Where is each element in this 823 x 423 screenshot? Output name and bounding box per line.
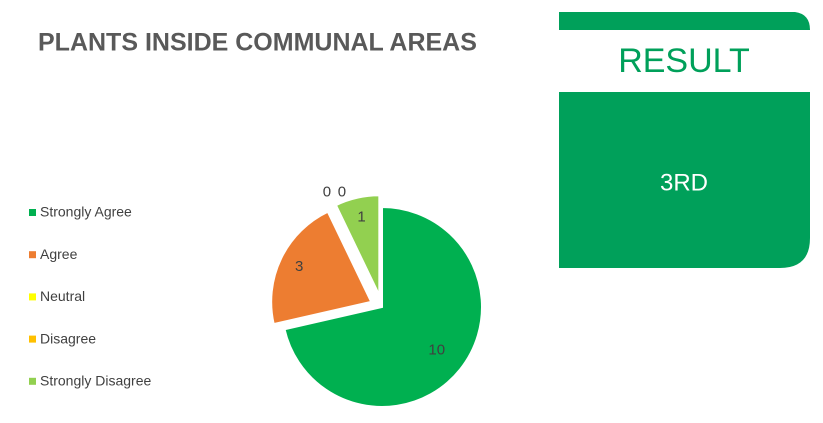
pie-slice [283, 205, 483, 408]
chart-title: PLANTS INSIDE COMMUNAL AREAS [38, 29, 477, 57]
result-top-bar [559, 12, 810, 30]
result-heading: RESULT [618, 42, 750, 80]
legend-label: Disagree [40, 330, 96, 346]
data-label: 0 [338, 184, 346, 201]
data-label: 1 [357, 208, 365, 225]
legend-swatch [29, 251, 36, 259]
legend-label: Agree [40, 246, 78, 262]
legend-label: Neutral [40, 288, 85, 304]
pie-slice [270, 210, 373, 326]
legend-swatch [29, 335, 36, 343]
legend-swatch [29, 293, 36, 301]
data-label: 10 [428, 342, 445, 359]
data-label: 0 [323, 184, 331, 201]
legend: Strongly Agree Agree Neutral Disagree Strong… [29, 204, 151, 389]
legend-swatch [29, 209, 36, 216]
legend-label: Strongly Disagree [40, 373, 151, 389]
pie-slice [334, 194, 381, 296]
result-text: 3RD [660, 169, 708, 196]
data-label: 3 [295, 258, 303, 275]
result-box [559, 92, 810, 268]
legend-label: Strongly Agree [40, 204, 132, 220]
legend-swatch [29, 377, 36, 385]
